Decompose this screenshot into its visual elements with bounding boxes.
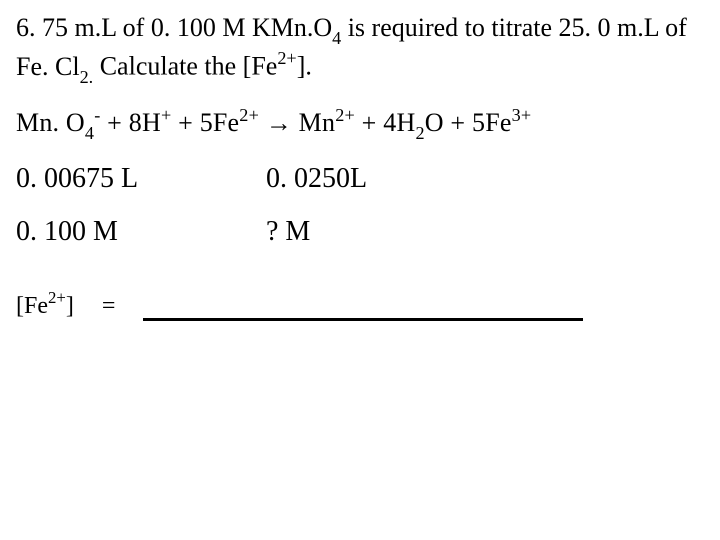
fe3-sup: 3+ — [512, 105, 532, 125]
species-mno4: Mn. O4- — [16, 108, 107, 137]
plus-3: + — [362, 108, 384, 137]
answer-label-post: ] — [66, 293, 74, 319]
mno4-pre: Mn. O — [16, 108, 85, 137]
fe2-coeff: 5Fe — [200, 108, 240, 137]
h2o-sub: 2 — [415, 123, 424, 143]
molarity-unknown: ? M — [266, 214, 310, 249]
plus-4: + — [450, 108, 472, 137]
species-fe3: 5Fe3+ — [472, 108, 531, 137]
h2o-o: O — [425, 108, 444, 137]
data-row-volumes: 0. 00675 L 0. 0250L — [16, 161, 704, 196]
mno4-sup: - — [94, 105, 100, 125]
answer-row: [Fe2+] = — [16, 289, 704, 321]
text-tail: Calculate the [Fe — [100, 52, 278, 81]
h-coeff: 8H — [129, 108, 161, 137]
data-row-molarity: 0. 100 M ? M — [16, 214, 704, 249]
answer-blank-line — [143, 318, 583, 321]
mno4-sub: 4 — [85, 123, 94, 143]
species-mn2: Mn2+ — [299, 108, 362, 137]
kmno4-text: KMn.O — [252, 13, 332, 42]
balanced-equation: Mn. O4- + 8H+ + 5Fe2+ → Mn2+ + 4H2O + 5F… — [16, 105, 704, 144]
answer-label-sup: 2+ — [48, 288, 66, 307]
h2o-coeff: 4H — [383, 108, 415, 137]
fe3-coeff: 5Fe — [472, 108, 512, 137]
conc-kmno4: 0. 100 M — [151, 13, 246, 42]
species-hplus: 8H+ — [129, 108, 178, 137]
h-sup: + — [161, 105, 171, 125]
fecl2-text: Fe. Cl — [16, 52, 80, 81]
plus-1: + — [107, 108, 129, 137]
answer-label-pre: [Fe — [16, 293, 48, 319]
answer-label: [Fe2+] — [16, 289, 74, 321]
text-of: of — [123, 13, 151, 42]
mn-pre: Mn — [299, 108, 336, 137]
fe2-sup: 2+ — [239, 105, 259, 125]
vol-kmno4-liters: 0. 00675 L — [16, 161, 176, 196]
mn-sup: 2+ — [335, 105, 355, 125]
equals-sign: = — [102, 291, 116, 321]
vol-fecl2-liters: 0. 0250L — [266, 161, 367, 196]
reagent-fecl2: Fe. Cl2. — [16, 52, 100, 81]
vol-kmno4: 6. 75 m.L — [16, 13, 116, 42]
fecl2-sub: 2. — [80, 67, 94, 87]
species-fe2: 5Fe2+ — [200, 108, 266, 137]
problem-statement: 6. 75 m.L of 0. 100 M KMn.O4 is required… — [16, 12, 704, 87]
kmno4-sub: 4 — [332, 28, 341, 48]
vol-fecl2: 25. 0 m.L — [559, 13, 659, 42]
reagent-kmno4: KMn.O4 — [252, 13, 348, 42]
reaction-arrow: → — [266, 108, 299, 137]
text-tail-end: ]. — [297, 52, 312, 81]
text-verb: is required to titrate — [348, 13, 559, 42]
species-h2o: 4H2O — [383, 108, 450, 137]
fe2plus-sup: 2+ — [277, 48, 296, 68]
molarity-kmno4: 0. 100 M — [16, 214, 176, 249]
text-of2: of — [665, 13, 687, 42]
plus-2: + — [178, 108, 200, 137]
